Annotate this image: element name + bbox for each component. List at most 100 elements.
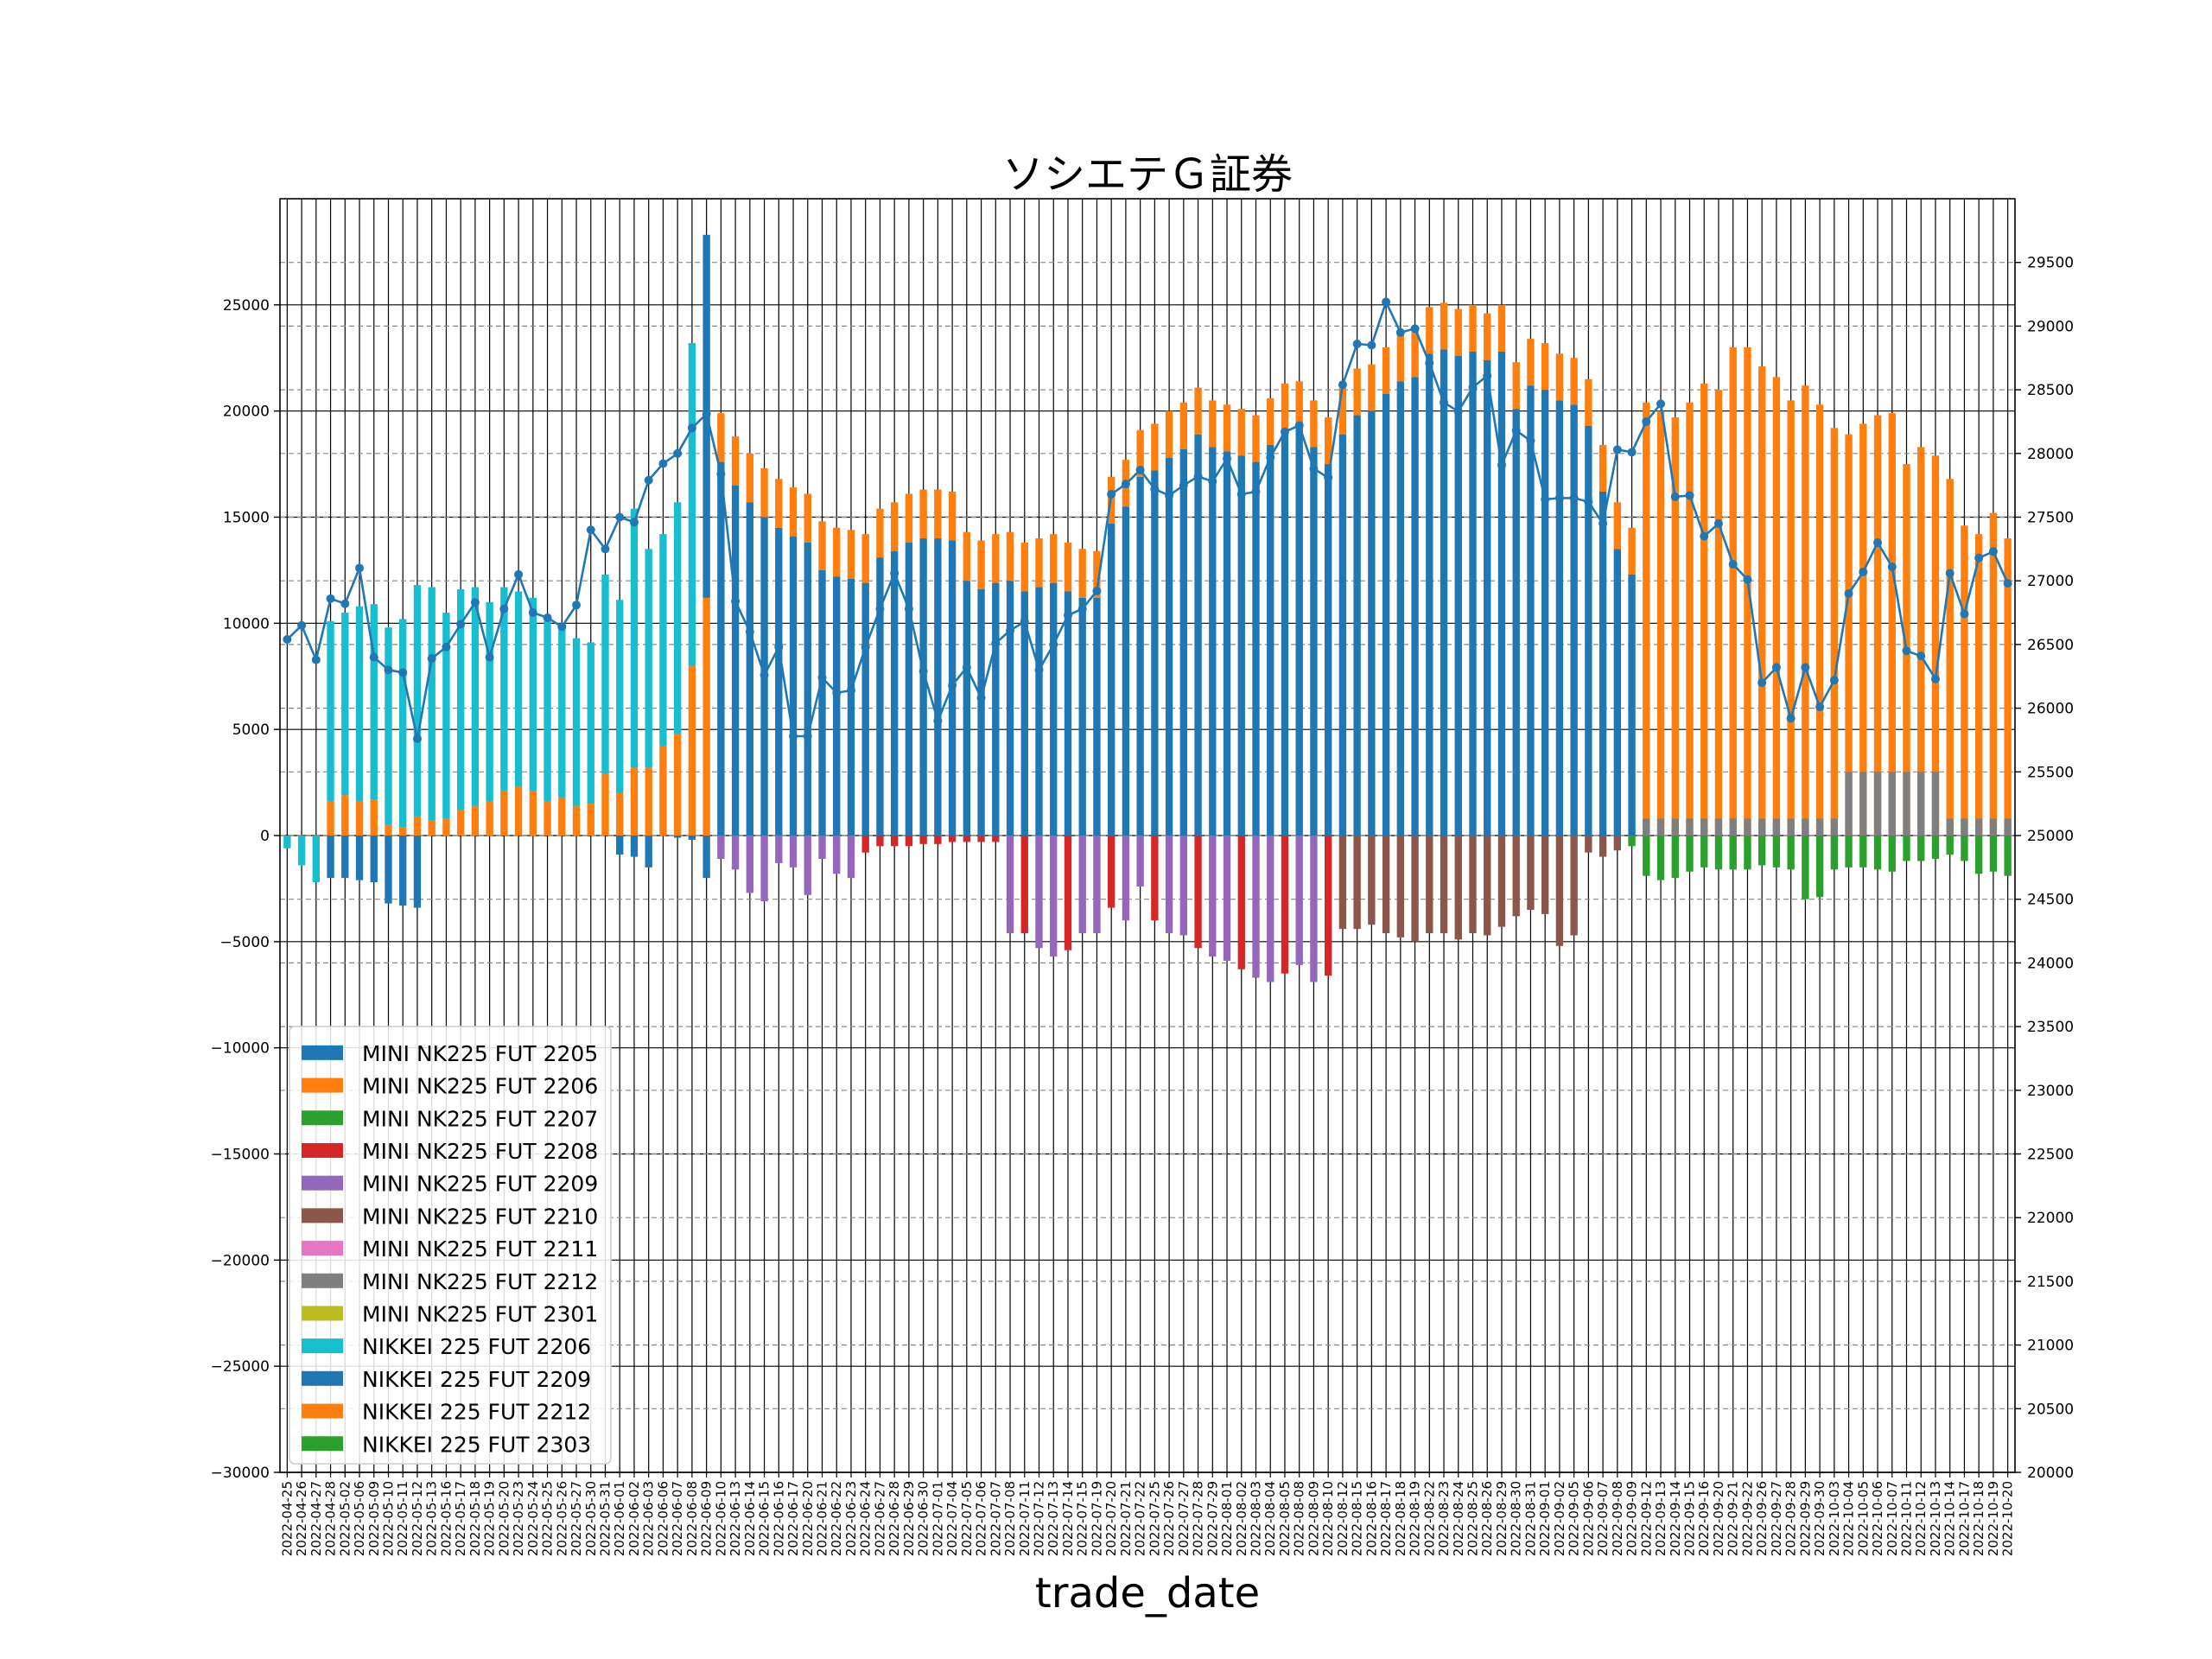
bar-segment bbox=[1656, 818, 1665, 836]
bar-segment bbox=[1974, 836, 1983, 874]
bar-segment bbox=[601, 773, 609, 836]
bar-segment bbox=[370, 604, 378, 800]
price-point bbox=[398, 668, 408, 677]
bar-segment bbox=[1873, 415, 1882, 836]
x-tick-label: 2022-07-13 bbox=[1046, 1481, 1061, 1556]
bar-segment bbox=[1267, 444, 1274, 836]
bar-segment bbox=[645, 549, 652, 768]
price-point bbox=[1526, 436, 1535, 446]
price-point bbox=[1599, 518, 1608, 528]
legend-swatch bbox=[302, 1142, 343, 1158]
price-point bbox=[1656, 399, 1666, 409]
bar-segment bbox=[1686, 818, 1694, 836]
x-tick-label: 2022-08-02 bbox=[1234, 1481, 1249, 1556]
bar-segment bbox=[1093, 836, 1101, 934]
bar-segment bbox=[731, 485, 740, 836]
bar-segment bbox=[1223, 836, 1231, 961]
bar-segment bbox=[1744, 346, 1751, 836]
bar-segment bbox=[1989, 836, 1998, 872]
x-tick-label: 2022-09-27 bbox=[1769, 1481, 1784, 1556]
bar-segment bbox=[1772, 836, 1781, 868]
y2-tick-label: 29000 bbox=[2027, 318, 2074, 335]
price-point bbox=[1945, 569, 1955, 578]
x-tick-label: 2022-05-16 bbox=[438, 1481, 454, 1556]
bar-segment bbox=[1136, 836, 1144, 887]
bar-segment bbox=[1512, 362, 1520, 410]
bar-segment bbox=[1484, 359, 1491, 836]
x-tick-label: 2022-08-01 bbox=[1219, 1481, 1235, 1556]
bar-segment bbox=[1426, 836, 1433, 934]
bar-segment bbox=[1223, 404, 1231, 452]
bar-segment bbox=[529, 791, 537, 836]
price-point bbox=[644, 475, 653, 485]
x-tick-label: 2022-05-18 bbox=[467, 1481, 483, 1556]
x-tick-label: 2022-06-23 bbox=[843, 1481, 859, 1556]
x-tick-label: 2022-08-31 bbox=[1522, 1481, 1538, 1556]
price-point bbox=[904, 604, 913, 613]
legend-label: MINI NK225 FUT 2207 bbox=[362, 1106, 598, 1131]
bar-segment bbox=[1267, 836, 1274, 982]
bar-segment bbox=[1064, 591, 1072, 836]
legend-label: MINI NK225 FUT 2206 bbox=[362, 1074, 598, 1099]
bar-segment bbox=[1931, 772, 1940, 836]
bar-segment bbox=[1338, 434, 1347, 836]
price-point bbox=[1713, 518, 1723, 528]
legend-swatch bbox=[302, 1045, 343, 1060]
bar-segment bbox=[399, 619, 407, 828]
x-tick-label: 2022-10-11 bbox=[1899, 1481, 1915, 1556]
legend-label: MINI NK225 FUT 2205 bbox=[362, 1041, 598, 1066]
y-axis-left: −30000 −25000 −20000 −15000 −10000 −5000 0 5000… bbox=[211, 297, 280, 1482]
bar-segment bbox=[1729, 836, 1737, 870]
bar-segment bbox=[659, 746, 667, 836]
price-point bbox=[1121, 480, 1130, 489]
bar-segment bbox=[861, 582, 869, 836]
bar-segment bbox=[1946, 836, 1954, 855]
x-tick-label: 2022-07-28 bbox=[1191, 1481, 1206, 1556]
bar-segment bbox=[1628, 836, 1636, 847]
bar-segment bbox=[1541, 836, 1549, 914]
y-tick-label: −10000 bbox=[211, 1040, 270, 1058]
price-point bbox=[1324, 473, 1333, 482]
x-tick-label: 2022-06-22 bbox=[829, 1481, 844, 1556]
y2-tick-label: 28000 bbox=[2027, 446, 2074, 463]
x-tick-label: 2022-08-18 bbox=[1393, 1481, 1408, 1556]
bar-segment bbox=[1802, 385, 1809, 836]
price-point bbox=[442, 642, 451, 652]
price-point bbox=[760, 671, 769, 680]
bar-segment bbox=[1815, 818, 1824, 836]
bar-segment bbox=[804, 493, 811, 543]
y-tick-label: −5000 bbox=[219, 934, 270, 951]
bar-segment bbox=[1961, 836, 1968, 861]
price-point bbox=[1382, 297, 1391, 307]
price-point bbox=[948, 681, 957, 690]
y2-tick-label: 25500 bbox=[2027, 764, 2074, 781]
bar-segment bbox=[1903, 772, 1910, 836]
price-point bbox=[355, 563, 365, 573]
bar-segment bbox=[1787, 836, 1795, 870]
bar-segment bbox=[385, 627, 392, 825]
bar-segment bbox=[1194, 387, 1202, 435]
price-point bbox=[933, 716, 943, 726]
price-point bbox=[1440, 397, 1449, 407]
bar-segment bbox=[1802, 836, 1809, 899]
bar-segment bbox=[1426, 307, 1433, 354]
bar-segment bbox=[616, 600, 624, 793]
bar-segment bbox=[1382, 836, 1390, 934]
bar-segment bbox=[702, 597, 710, 836]
bar-segment bbox=[948, 836, 957, 842]
price-point bbox=[297, 620, 307, 630]
y-tick-label: 10000 bbox=[223, 615, 270, 632]
bar-segment bbox=[543, 620, 551, 802]
price-point bbox=[1670, 492, 1680, 501]
x-tick-label: 2022-08-25 bbox=[1465, 1481, 1481, 1556]
x-tick-label: 2022-05-11 bbox=[395, 1481, 410, 1556]
bar-segment bbox=[1671, 417, 1679, 836]
bar-segment bbox=[1599, 492, 1607, 836]
bar-segment bbox=[1497, 836, 1506, 927]
bar-segment bbox=[1873, 836, 1882, 870]
bar-segment bbox=[1961, 525, 1968, 836]
bar-segment bbox=[1484, 836, 1491, 936]
x-tick-label: 2022-08-29 bbox=[1494, 1481, 1510, 1556]
bar-segment bbox=[1267, 397, 1274, 445]
x-tick-label: 2022-08-04 bbox=[1262, 1481, 1278, 1556]
